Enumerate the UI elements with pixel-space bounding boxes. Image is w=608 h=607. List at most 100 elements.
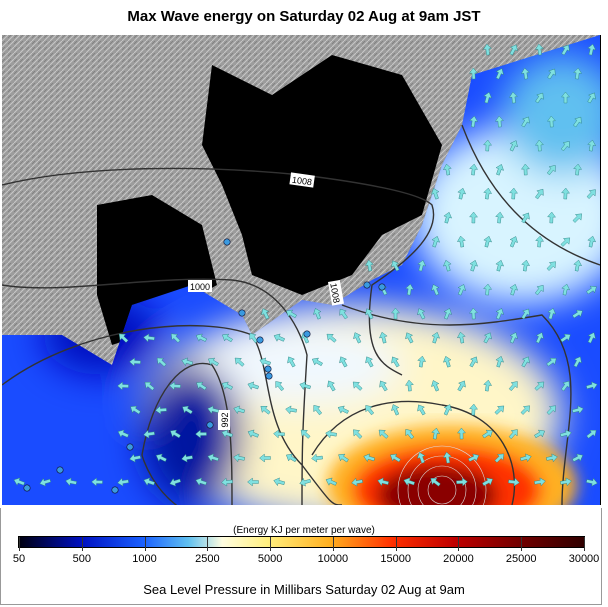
wave-arrow-icon [520,453,532,463]
city-marker [363,281,371,289]
wave-arrow-icon [207,405,219,415]
wave-arrow-icon [352,381,363,391]
wave-arrow-icon [469,403,478,416]
wave-arrow-icon [249,332,259,344]
wave-arrow-icon [273,477,285,487]
yellow-sea-masked [97,195,217,345]
wave-arrow-icon [338,453,349,463]
wave-arrow-icon [285,405,297,415]
wave-arrow-icon [535,235,544,248]
wave-arrow-icon [417,452,426,464]
colorbar-tick-label: 30000 [568,553,600,565]
wave-arrow-icon [431,284,440,296]
wave-arrow-icon [325,429,337,439]
wave-arrow-icon [495,259,504,272]
wave-arrow-icon [534,381,545,391]
wave-arrow-icon [495,115,504,128]
wave-arrow-icon [156,357,167,367]
wave-arrow-icon [483,332,492,344]
colorbar-tickmark [207,537,209,551]
pressure-contours [2,124,600,505]
wave-arrow-icon [509,332,518,344]
wave-arrow-icon [469,163,478,176]
wave-arrow-icon [117,477,129,487]
wave-arrow-icon [181,357,193,367]
wave-arrow-icon [535,332,544,344]
wave-arrow-icon [560,333,571,343]
colorbar-tick-label: 2500 [195,553,220,565]
wave-arrow-icon [443,308,452,320]
colorbar-tickmark [81,537,83,551]
wave-arrow-icon [259,357,271,366]
wave-arrow-icon [286,453,297,463]
wave-arrow-icon [443,163,452,176]
wave-arrow-icon [521,67,530,80]
wave-arrow-icon [405,283,414,296]
wave-arrow-icon [509,91,518,104]
wave-arrow-icon [586,285,597,295]
wave-arrow-icon [560,237,571,247]
wave-arrow-icon [273,333,285,342]
wave-arrow-icon [509,283,518,296]
isobar-ring-3 [341,304,572,505]
wave-arrow-icon [521,259,530,272]
wave-arrow-icon [547,115,556,128]
isobar-992 [141,362,233,505]
colorbar-tickmark [144,537,146,551]
wave-arrow-icon [587,139,596,152]
wave-arrow-icon [326,333,337,343]
wave-arrow-icon [483,91,492,104]
wave-arrow-icon [182,405,193,415]
wave-arrow-icon [534,477,546,487]
wave-arrow-icon [483,187,492,200]
wave-arrow-icon [208,357,219,367]
wave-arrow-icon [483,43,492,56]
wave-arrow-icon [573,67,582,80]
wave-arrow-icon [286,309,297,319]
wave-arrow-icon [456,477,468,487]
wave-arrow-icon [534,429,545,439]
wave-arrow-icon [91,477,103,487]
contour-label-1008-east: 1008 [328,282,341,303]
wave-arrow-icon [508,381,518,392]
wave-arrow-icon [275,381,285,392]
wave-arrow-icon [143,429,155,439]
wave-arrow-icon [521,163,530,176]
wave-arrow-icon [365,405,375,416]
wave-arrow-icon [508,429,518,440]
wave-arrow-icon [247,477,259,487]
wave-arrow-icon [508,477,520,487]
wave-arrow-icon [521,212,530,224]
city-markers [23,238,386,494]
wave-arrow-icon [469,356,478,368]
contour-label-1008-north: 1008 [291,175,312,188]
colorbar-tickmark [395,537,397,551]
colorbar-tick-label: 5000 [257,553,283,565]
wave-arrow-icon [260,406,271,415]
wave-arrow-icon [13,477,25,486]
wave-arrow-icon [207,453,219,462]
wave-arrow-icon [287,356,296,368]
wave-arrow-icon [405,429,415,440]
wave-arrow-icon [118,333,129,343]
wave-arrow-icon [233,405,245,415]
wave-arrow-icon [535,139,544,152]
wave-arrow-icon [457,187,466,200]
isobar-1008-east [461,124,600,266]
colorbar-tick-label: 50 [12,553,26,565]
wave-arrow-icon [431,427,440,440]
wave-arrow-icon [586,477,598,487]
wave-arrow-icon [195,429,207,439]
wave-arrow-icon [457,284,466,296]
wave-arrow-icon [587,332,596,344]
wave-arrow-icon [365,259,374,272]
city-marker [56,466,64,474]
wave-arrow-icon [483,379,492,392]
wave-arrow-icon [587,235,596,248]
isobar-ring-1 [2,324,343,505]
wave-arrow-icon [247,429,259,438]
wave-arrow-icon [417,259,426,272]
wave-arrow-icon [337,405,349,414]
wave-arrow-icon [457,235,466,248]
isobar-ring-2 [141,454,178,505]
